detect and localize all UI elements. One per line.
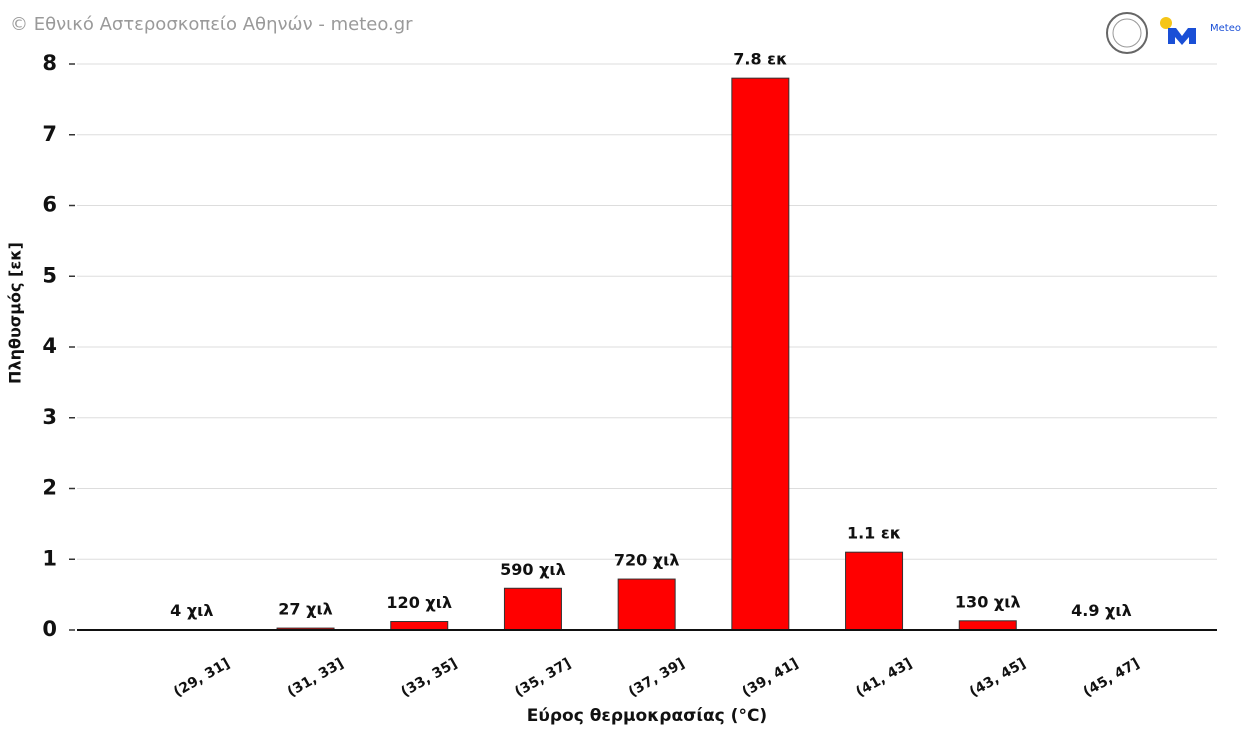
value-label: 590 χιλ [500,560,566,579]
y-tick-label: 0 [42,617,57,641]
y-tick-label: 5 [42,263,57,287]
x-tick-label: (29, 31] [171,656,233,701]
logo-m [1168,28,1196,45]
value-label: 120 χιλ [386,593,452,612]
x-axis-label: Εύρος θερμοκρασίας (°C) [527,706,767,726]
logos: Meteo [1106,12,1241,54]
bar [390,621,449,631]
value-label: 27 χιλ [278,600,333,619]
x-tick-label: (39, 41] [740,656,802,701]
value-label: 720 χιλ [614,551,680,570]
y-tick-label: 6 [42,193,57,217]
value-label: 1.1 εκ [847,524,901,543]
bar [617,578,676,631]
x-tick-label: (33, 35] [398,656,460,701]
value-label: 130 χιλ [955,592,1021,611]
value-label: 4.9 χιλ [1071,601,1132,620]
y-axis-label: Πληθυσμός [εκ] [6,242,25,384]
bar [958,620,1017,631]
logo-text: Meteo [1210,23,1241,34]
x-tick-label: (41, 43] [853,656,915,701]
logo-sun [1160,17,1172,29]
bar [845,551,904,631]
x-tick-label: (37, 39] [626,656,688,701]
y-tick-label: 8 [42,51,57,75]
y-tick-label: 1 [42,546,57,570]
bar [731,77,790,631]
observatory-seal [1106,12,1148,54]
observatory-seal-inner [1112,18,1142,48]
x-tick-label: (31, 33] [285,656,347,701]
y-tick-label: 2 [42,476,57,500]
value-label: 4 χιλ [170,601,213,620]
x-tick-label: (35, 37] [512,656,574,701]
y-tick-label: 4 [42,334,57,358]
y-tick-label: 3 [42,405,57,429]
y-tick-label: 7 [42,122,57,146]
x-tick-label: (45, 47] [1081,656,1143,701]
x-tick-label: (43, 45] [967,656,1029,701]
credit: © Εθνικό Αστεροσκοπείο Αθηνών - meteo.gr [10,14,413,35]
value-label: 7.8 εκ [733,50,787,69]
bar [503,587,562,631]
